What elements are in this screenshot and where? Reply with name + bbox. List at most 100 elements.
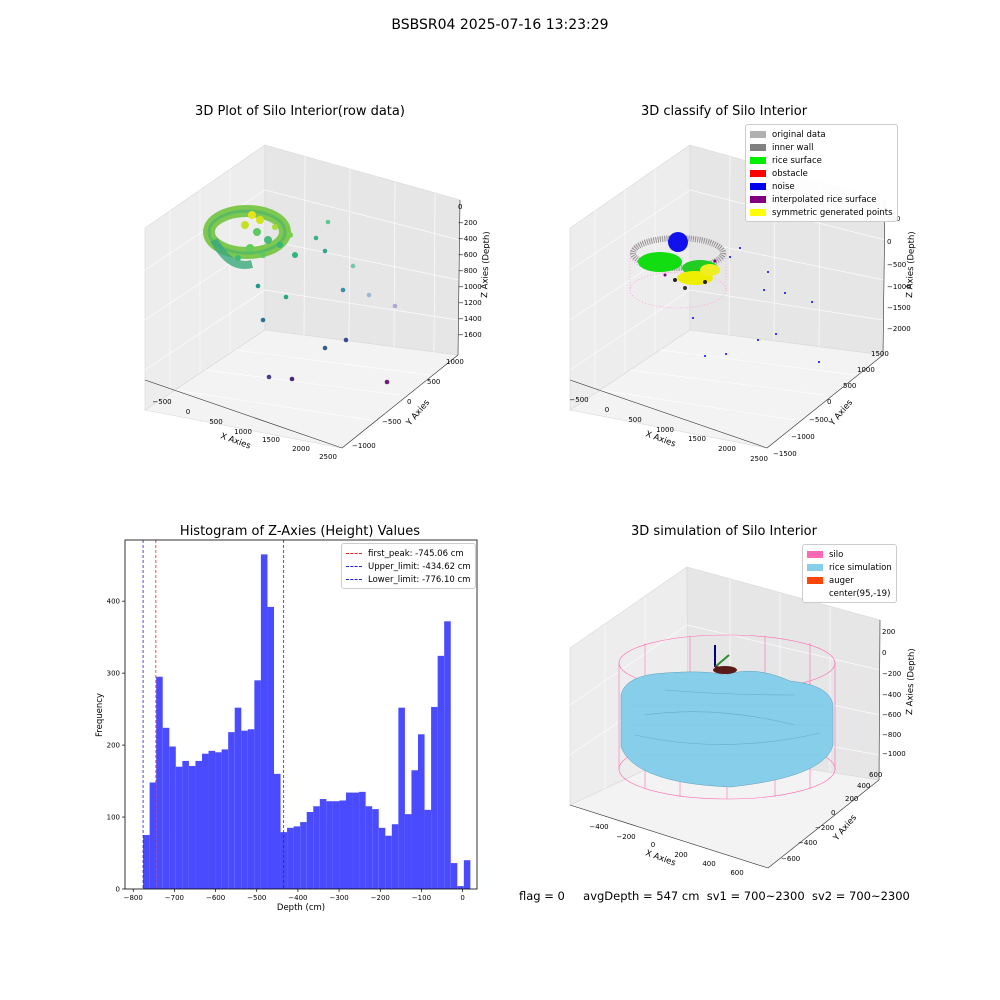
histogram-bars	[143, 554, 471, 889]
panel1-xtick: 2000	[292, 445, 310, 453]
legend-item-silo: silo	[807, 548, 892, 561]
legend-swatch	[807, 564, 823, 571]
panel2-x-ticks: −500 0 500 1000 1500 2000 2500	[569, 396, 768, 463]
panel1-3d-plot: −500 0 500 1000 1500 2000 2500 X Axies −…	[144, 144, 490, 460]
legend-label: inner wall	[772, 142, 814, 153]
histogram-xtick-label: 0	[460, 894, 464, 902]
panel4-ytick: 600	[869, 771, 882, 779]
histogram-bar	[234, 707, 242, 889]
panel2-y-ticks: −1500 −1000 −500 0 500 1000 1500	[773, 350, 889, 458]
legend-swatch	[750, 131, 766, 138]
legend-swatch	[750, 209, 766, 216]
histogram-bar	[169, 746, 176, 889]
panel1-xtick: 0	[186, 408, 190, 416]
legend-label: Lower_limit: -776.10 cm	[368, 574, 471, 585]
panel4-ytick: −600	[781, 855, 800, 863]
legend-label: Upper_limit: -434.62 cm	[368, 561, 471, 572]
legend-item-auger: auger	[807, 574, 892, 587]
legend-line	[346, 553, 362, 554]
histogram-bar	[411, 770, 419, 889]
histogram-xlabel: Depth (cm)	[277, 903, 325, 913]
panel4-xtick: −400	[589, 823, 608, 831]
histogram-xtick-label: −800	[124, 894, 143, 902]
panel1-xtick: 500	[209, 418, 222, 426]
histogram-xtick-label: −300	[329, 894, 348, 902]
panel4-title: 3D simulation of Silo Interior	[631, 524, 817, 539]
histogram-bar	[463, 860, 471, 889]
legend-label: rice surface	[772, 155, 822, 166]
panel2-xtick: 500	[628, 416, 641, 424]
histogram-bar	[221, 749, 229, 889]
panel1-y-ticks: −1000 −500 0 500 1000	[352, 358, 464, 450]
legend-label: silo	[829, 549, 844, 560]
histogram-xtick-label: −700	[165, 894, 184, 902]
panel4-rice-surface	[620, 670, 834, 788]
panel1-xtick: 2500	[319, 453, 337, 460]
legend-item-interpolated: interpolated rice surface	[750, 193, 893, 206]
histogram-bar	[418, 734, 425, 889]
panel4-ztick: −200	[882, 670, 901, 678]
panel2-ytick: −1500	[773, 450, 797, 458]
panel2-ytick: 0	[827, 398, 831, 406]
panel4-ylabel: Y Axies	[831, 813, 859, 844]
legend-swatch	[807, 551, 823, 558]
histogram-bar	[450, 863, 458, 889]
panel1-x-ticks: −500 0 500 1000 1500 2000 2500	[152, 398, 337, 460]
histogram-title: Histogram of Z-Axies (Height) Values	[179, 524, 421, 539]
legend-item-inner-wall: inner wall	[750, 141, 893, 154]
panel2-xtick: 1000	[656, 426, 674, 434]
panel2-xtick: 1500	[688, 435, 706, 443]
panel1-ztick: −400	[458, 235, 477, 243]
histogram-ytick-label: 300	[107, 670, 120, 678]
histogram-bar	[201, 753, 209, 889]
panel1-ytick: 1000	[446, 358, 464, 366]
panel4-auger	[713, 645, 737, 674]
panel2-ytick: −1000	[791, 433, 815, 441]
panel4-ytick: 400	[857, 782, 870, 790]
panel1-ztick: −1200	[458, 299, 482, 307]
panel4-ytick: −200	[815, 824, 834, 832]
panel4-ztick: −1000	[882, 750, 906, 758]
histogram-ytick-label: 200	[107, 742, 120, 750]
panel1-ytick: −500	[382, 418, 401, 426]
histogram-bar	[431, 706, 438, 889]
legend-swatch	[807, 577, 823, 584]
histogram-bar	[260, 554, 268, 889]
histogram-bar	[149, 782, 157, 889]
legend-swatch	[750, 196, 766, 203]
histogram-bar	[188, 765, 196, 889]
panel2-xtick: 0	[605, 406, 609, 414]
panel4-legend: silo rice simulation auger center(95,-19…	[802, 544, 897, 603]
histogram-legend: first_peak: -745.06 cm Upper_limit: -434…	[341, 543, 476, 589]
legend-label: symmetric generated points	[772, 207, 893, 218]
histogram-xtick-label: −500	[247, 894, 266, 902]
panel1-ztick: −800	[458, 267, 477, 275]
panel2-ytick: 500	[843, 382, 856, 390]
histogram-bar	[241, 730, 248, 889]
histogram-bar	[332, 801, 340, 889]
histogram-bar	[378, 827, 386, 889]
legend-label: auger	[829, 575, 854, 586]
panel4-ytick: 0	[831, 809, 835, 817]
histogram-bar	[228, 732, 235, 889]
histogram-xtick-label: −600	[206, 894, 225, 902]
panel1-ztick: −600	[458, 251, 477, 259]
panel1-ytick: −1000	[352, 442, 376, 450]
panel1-ytick: 500	[427, 378, 440, 386]
histogram-vlines	[142, 540, 285, 889]
legend-line	[346, 579, 362, 580]
panel4-xlabel: X Axies	[644, 848, 677, 868]
histogram-ylabel: Frequency	[95, 693, 105, 737]
panel2-ztick: −2000	[887, 325, 911, 333]
panel4-zlabel: Z Axies (Depth)	[905, 648, 917, 715]
histogram-bar	[182, 760, 189, 889]
histogram-bar	[195, 760, 202, 889]
histogram-bar	[162, 727, 170, 889]
panel2-ytick: 1500	[871, 350, 889, 358]
histogram-bar	[273, 773, 281, 889]
histogram-bar	[208, 750, 216, 889]
histogram-bar	[457, 886, 464, 889]
panel2-ztick: −1500	[887, 304, 911, 312]
panel4-xtick: 400	[702, 860, 715, 868]
panel4-x-ticks: −400 −200 0 200 400 600	[589, 823, 743, 875]
